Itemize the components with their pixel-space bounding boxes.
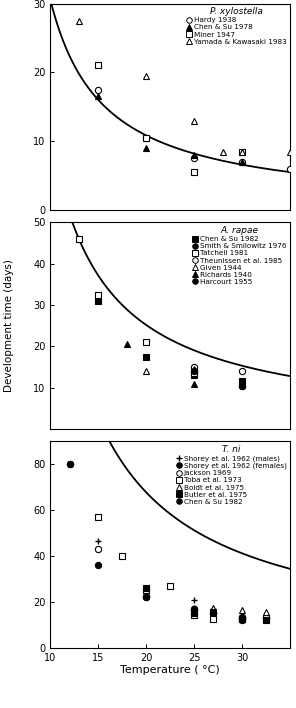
Legend: Shorey et al. 1962 (males), Shorey et al. 1962 (females), Jackson 1969, Toba et : Shorey et al. 1962 (males), Shorey et al… <box>176 445 287 505</box>
Legend: Hardy 1938, Chen & Su 1978, Miner 1947, Yamada & Kawasaki 1983: Hardy 1938, Chen & Su 1978, Miner 1947, … <box>186 7 287 45</box>
Text: Development time (days): Development time (days) <box>4 259 14 392</box>
Legend: Chen & Su 1982, Smith & Smilowitz 1976, Tatchell 1981, Theunissen et al. 1985, G: Chen & Su 1982, Smith & Smilowitz 1976, … <box>192 226 287 285</box>
X-axis label: Temperature ( °C): Temperature ( °C) <box>120 666 220 675</box>
